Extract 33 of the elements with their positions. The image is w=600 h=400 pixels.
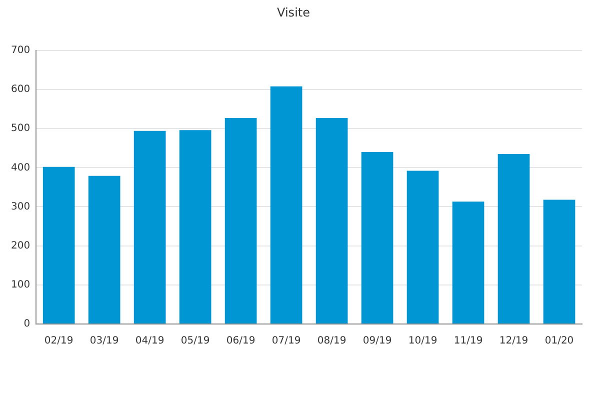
x-tick-label: 02/19 [44,336,74,347]
bar [88,176,120,324]
x-tick-label: 09/19 [362,336,392,347]
x-tick-label: 11/19 [454,336,483,347]
x-tick-label: 08/19 [317,336,346,347]
bar [270,86,302,324]
x-tick-label: 12/19 [499,336,528,347]
x-tick-label: 01/20 [544,336,574,347]
bar [452,202,484,324]
bar [361,152,394,324]
y-tick-label: 700 [10,44,30,56]
y-tick-label: 500 [10,123,30,134]
y-tick-label: 0 [24,318,30,330]
y-tick-label: 600 [10,84,30,96]
x-tick-label: 07/19 [272,336,301,347]
y-tick-label: 100 [10,280,30,291]
bar [543,200,576,324]
y-tick-label: 300 [10,201,30,212]
bar [224,118,257,324]
x-tick-label: 06/19 [226,336,256,347]
bar [406,170,439,324]
x-tick-label: 05/19 [180,336,210,347]
x-tick-label: 10/19 [408,336,438,347]
x-tick-label: 03/19 [90,336,119,347]
bar [316,118,348,324]
y-tick-label: 400 [10,162,30,174]
bar [42,166,75,324]
bar [498,154,530,324]
chart-title: Visite [277,5,310,20]
bar [179,130,212,324]
bar [134,130,166,324]
y-tick-label: 200 [10,240,30,252]
x-tick-label: 04/19 [135,336,164,347]
